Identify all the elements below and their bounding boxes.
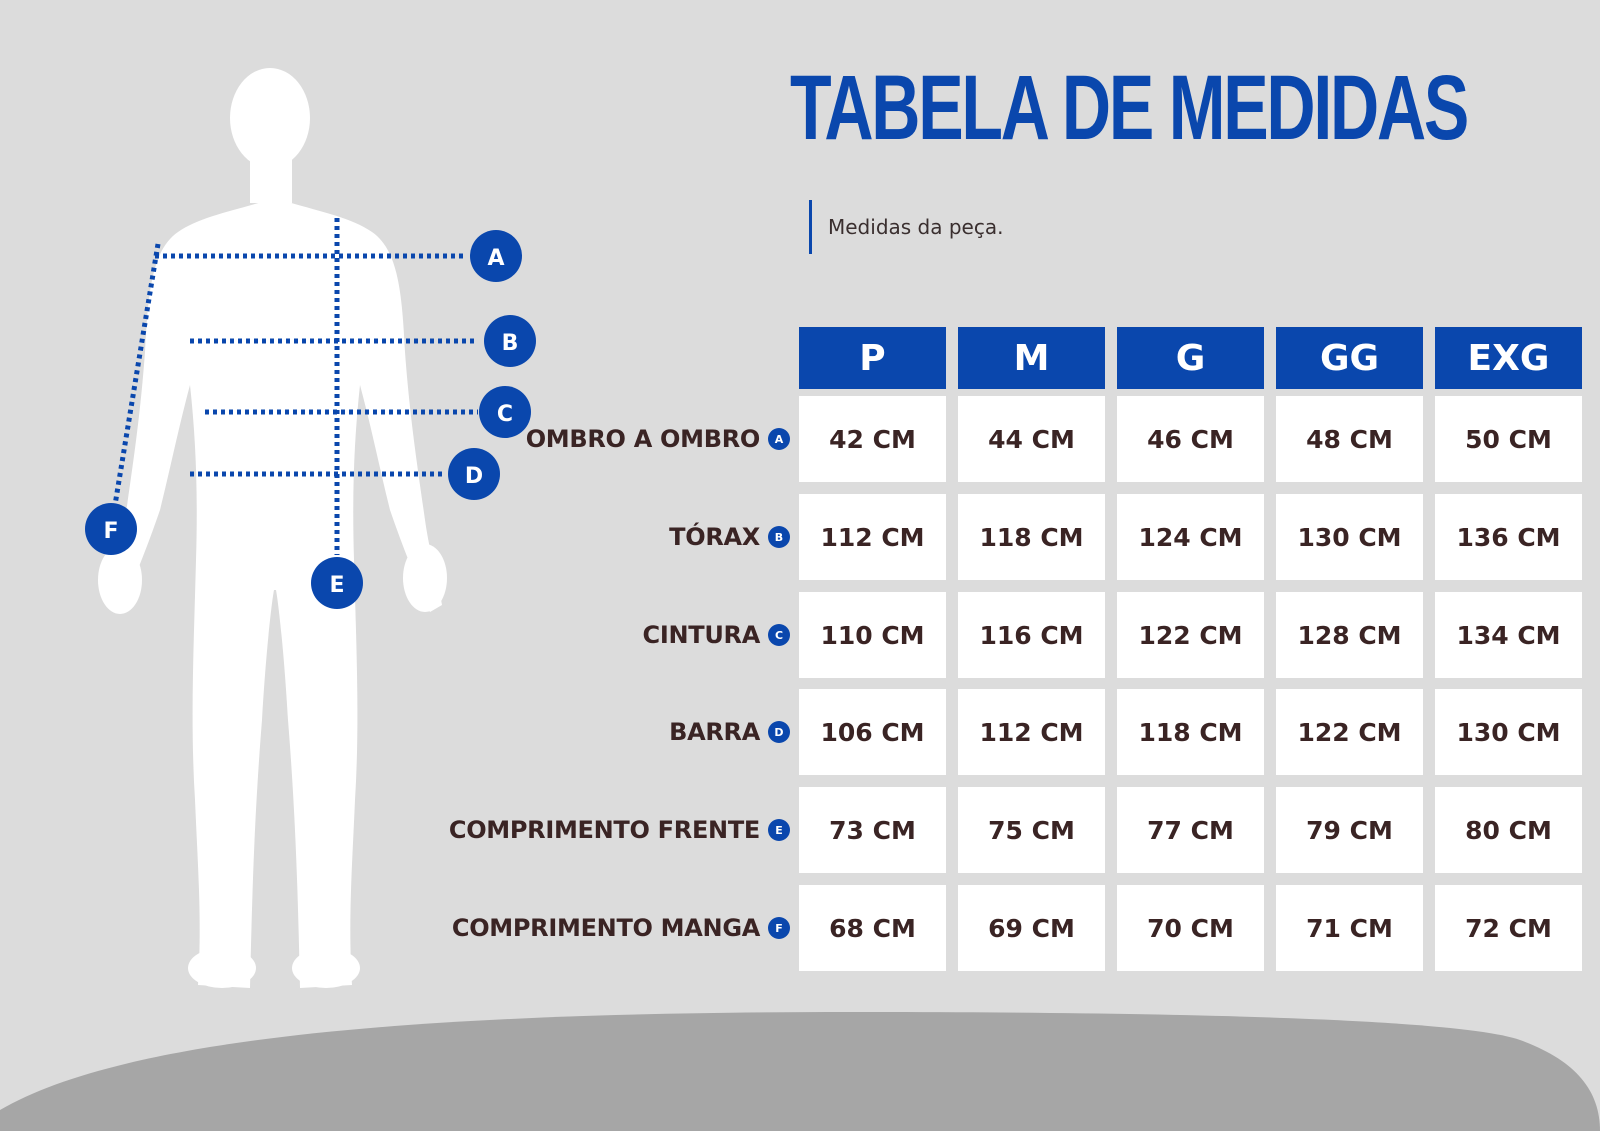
badge-icon: D (768, 721, 790, 743)
table-cell: 116 CM (958, 592, 1105, 678)
body-diagram: A B C D E F (85, 68, 536, 988)
header-size-gg: GG (1276, 327, 1423, 389)
marker-c: C (479, 386, 531, 438)
row-label-text: CINTURA (642, 621, 761, 649)
svg-text:C: C (497, 402, 513, 427)
row-label-comprimento-frente: COMPRIMENTO FRENTE E (370, 810, 790, 850)
table-cell: 42 CM (799, 396, 946, 482)
header-size-g: G (1117, 327, 1264, 389)
badge-icon: C (768, 624, 790, 646)
measurement-lines (112, 218, 478, 555)
header-size-m: M (958, 327, 1105, 389)
table-cell: 71 CM (1276, 885, 1423, 971)
table-cell: 112 CM (799, 494, 946, 580)
table-cell: 80 CM (1435, 787, 1582, 873)
header-size-exg: EXG (1435, 327, 1582, 389)
row-label-barra: BARRA D (370, 712, 790, 752)
table-cell: 72 CM (1435, 885, 1582, 971)
marker-e: E (311, 557, 363, 609)
badge-icon: B (768, 526, 790, 548)
row-label-ombro: OMBRO A OMBRO A (370, 419, 790, 459)
table-cell: 110 CM (799, 592, 946, 678)
svg-text:E: E (329, 573, 344, 598)
row-label-text: COMPRIMENTO MANGA (451, 914, 760, 942)
row-label-text: OMBRO A OMBRO (525, 425, 761, 453)
table-cell: 50 CM (1435, 396, 1582, 482)
subtitle-text: Medidas da peça. (828, 215, 1004, 239)
row-label-text: COMPRIMENTO FRENTE (448, 816, 760, 844)
row-label-cintura: CINTURA C (370, 615, 790, 655)
table-cell: 130 CM (1435, 689, 1582, 775)
badge-icon: F (768, 917, 790, 939)
table-cell: 75 CM (958, 787, 1105, 873)
table-cell: 130 CM (1276, 494, 1423, 580)
table-cell: 134 CM (1435, 592, 1582, 678)
header-size-p: P (799, 327, 946, 389)
table-cell: 112 CM (958, 689, 1105, 775)
svg-text:D: D (465, 464, 483, 489)
table-cell: 44 CM (958, 396, 1105, 482)
table-cell: 136 CM (1435, 494, 1582, 580)
page-title: TABELA DE MEDIDAS (790, 57, 1469, 159)
badge-icon: E (768, 819, 790, 841)
marker-f: F (85, 503, 137, 555)
table-cell: 79 CM (1276, 787, 1423, 873)
subtitle: Medidas da peça. (809, 200, 1003, 254)
table-cell: 106 CM (799, 689, 946, 775)
table-cell: 124 CM (1117, 494, 1264, 580)
marker-a: A (470, 230, 522, 282)
marker-d: D (448, 448, 500, 500)
table-cell: 48 CM (1276, 396, 1423, 482)
table-cell: 73 CM (799, 787, 946, 873)
table-cell: 70 CM (1117, 885, 1264, 971)
row-label-comprimento-manga: COMPRIMENTO MANGA F (370, 908, 790, 948)
svg-text:A: A (487, 246, 504, 271)
table-cell: 69 CM (958, 885, 1105, 971)
table-cell: 68 CM (799, 885, 946, 971)
body-silhouette (98, 68, 447, 988)
marker-b: B (484, 315, 536, 367)
table-cell: 118 CM (958, 494, 1105, 580)
badge-icon: A (768, 428, 790, 450)
table-cell: 122 CM (1276, 689, 1423, 775)
row-label-torax: TÓRAX B (370, 517, 790, 557)
svg-text:B: B (502, 331, 519, 356)
svg-text:F: F (103, 519, 118, 544)
figure-markers: A B C D E F (85, 230, 536, 609)
table-cell: 46 CM (1117, 396, 1264, 482)
table-cell: 128 CM (1276, 592, 1423, 678)
table-cell: 118 CM (1117, 689, 1264, 775)
row-label-text: BARRA (669, 718, 760, 746)
table-cell: 77 CM (1117, 787, 1264, 873)
row-label-text: TÓRAX (669, 523, 760, 551)
table-cell: 122 CM (1117, 592, 1264, 678)
